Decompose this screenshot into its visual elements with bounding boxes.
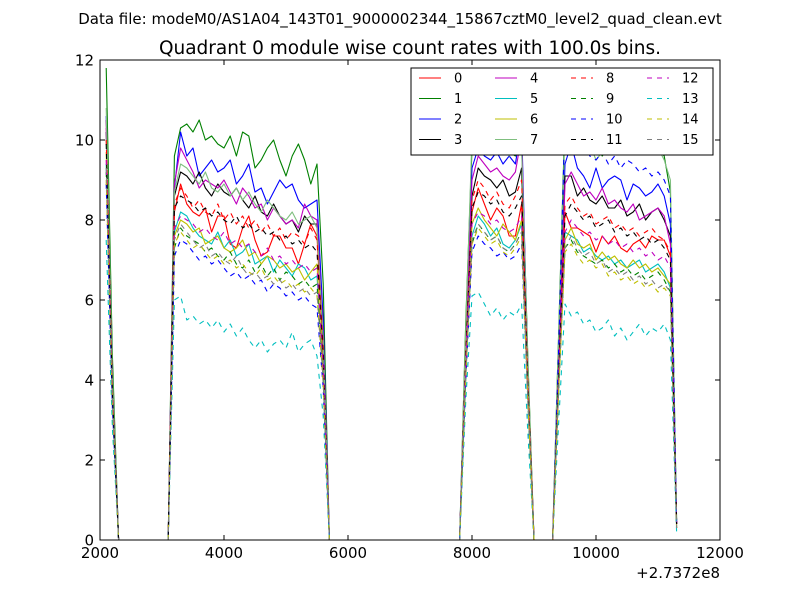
x-tick-label: 6000 [329, 544, 367, 562]
x-tick-label: 12000 [696, 544, 744, 562]
y-tick-label: 10 [75, 132, 94, 150]
series-line-12 [105, 159, 678, 541]
figure-suptitle: Data file: modeM0/AS1A04_143T01_90000023… [78, 10, 722, 29]
y-tick-label: 8 [84, 212, 94, 230]
series-line-15 [105, 167, 678, 541]
legend-label-2: 2 [454, 113, 462, 128]
plot-area-frame [99, 59, 721, 541]
series-line-13 [105, 239, 678, 541]
legend-label-6: 6 [530, 113, 538, 128]
legend-label-7: 7 [530, 133, 538, 148]
series-line-10 [105, 115, 678, 541]
y-tick-label: 4 [84, 372, 94, 390]
x-tick-label: 2000 [81, 544, 119, 562]
chart-title: Quadrant 0 module wise count rates with … [159, 38, 661, 59]
y-tick-label: 0 [84, 532, 94, 550]
series-line-5 [105, 163, 678, 541]
legend-label-12: 12 [682, 72, 699, 87]
y-tick-label: 12 [75, 52, 94, 70]
legend-label-14: 14 [682, 113, 699, 128]
legend-label-3: 3 [454, 133, 462, 148]
legend-label-10: 10 [606, 113, 623, 128]
y-tick-label: 2 [84, 452, 94, 470]
series-line-7 [105, 91, 678, 541]
x-tick-label: 4000 [205, 544, 243, 562]
legend-label-4: 4 [530, 72, 538, 87]
x-axis-offset-label: +2.7372e8 [636, 564, 720, 582]
legend-frame [410, 67, 714, 156]
series-line-11 [105, 143, 678, 541]
series-line-9 [105, 171, 678, 541]
legend-label-1: 1 [454, 92, 462, 107]
legend-label-8: 8 [606, 72, 614, 87]
series-line-4 [105, 127, 678, 541]
series-line-8 [105, 139, 678, 541]
legend-label-5: 5 [530, 92, 538, 107]
series-line-2 [105, 115, 678, 541]
x-tick-label: 10000 [572, 544, 620, 562]
legend-label-0: 0 [454, 72, 462, 87]
y-tick-label: 6 [84, 292, 94, 310]
legend-label-11: 11 [606, 133, 623, 148]
legend-label-9: 9 [606, 92, 614, 107]
legend-label-13: 13 [682, 92, 699, 107]
legend-label-15: 15 [682, 133, 699, 148]
x-tick-label: 8000 [453, 544, 491, 562]
